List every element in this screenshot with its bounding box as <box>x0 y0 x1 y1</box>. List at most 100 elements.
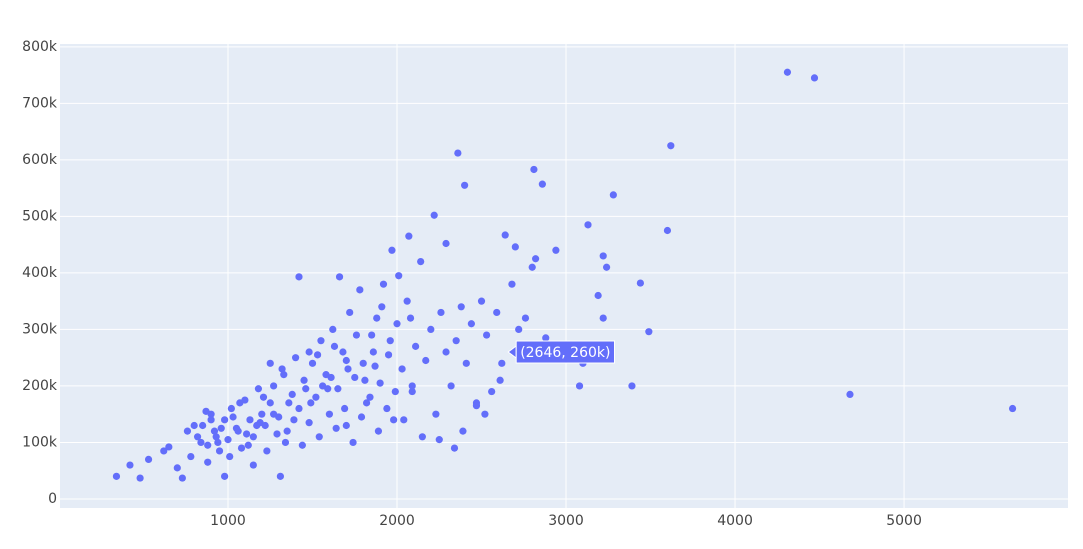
point[interactable] <box>285 399 293 407</box>
point[interactable] <box>352 331 361 339</box>
point[interactable] <box>246 416 254 424</box>
point[interactable] <box>457 303 465 311</box>
point[interactable] <box>472 402 481 410</box>
point[interactable] <box>368 331 376 339</box>
point[interactable] <box>435 436 443 444</box>
point[interactable] <box>136 474 144 482</box>
point[interactable] <box>366 393 374 401</box>
point[interactable] <box>126 461 134 469</box>
point[interactable] <box>378 303 386 311</box>
point[interactable] <box>237 444 246 452</box>
point[interactable] <box>312 393 320 401</box>
point[interactable] <box>204 441 212 449</box>
point[interactable] <box>575 382 584 390</box>
point[interactable] <box>645 328 653 336</box>
point[interactable] <box>388 246 396 254</box>
point[interactable] <box>270 410 278 418</box>
point[interactable] <box>369 348 377 356</box>
point[interactable] <box>329 325 337 334</box>
point[interactable] <box>305 419 313 427</box>
point[interactable] <box>197 438 205 447</box>
point[interactable] <box>227 404 235 413</box>
point[interactable] <box>1008 404 1017 413</box>
point[interactable] <box>288 390 296 399</box>
point[interactable] <box>361 376 369 384</box>
point[interactable] <box>532 255 540 263</box>
point[interactable] <box>335 273 344 281</box>
point[interactable] <box>599 314 607 322</box>
point[interactable] <box>542 334 550 342</box>
point[interactable] <box>334 385 342 393</box>
point[interactable] <box>359 359 367 367</box>
point[interactable] <box>482 331 491 339</box>
point[interactable] <box>308 359 317 367</box>
point[interactable] <box>242 430 251 438</box>
point[interactable] <box>602 263 611 271</box>
point[interactable] <box>212 433 220 441</box>
point[interactable] <box>221 416 229 424</box>
point[interactable] <box>477 297 486 305</box>
point[interactable] <box>178 474 186 482</box>
point[interactable] <box>344 365 352 373</box>
point[interactable] <box>280 371 288 379</box>
point[interactable] <box>384 351 393 359</box>
point[interactable] <box>327 373 335 382</box>
point[interactable] <box>217 424 225 432</box>
point[interactable] <box>210 427 219 435</box>
point[interactable] <box>183 427 192 435</box>
point[interactable] <box>346 308 354 317</box>
point[interactable] <box>187 452 195 461</box>
point[interactable] <box>403 297 411 305</box>
point[interactable] <box>406 314 415 322</box>
point[interactable] <box>256 419 264 427</box>
point[interactable] <box>229 413 237 421</box>
point[interactable] <box>254 385 263 393</box>
point[interactable] <box>305 348 313 356</box>
point[interactable] <box>515 325 523 334</box>
point[interactable] <box>427 325 435 334</box>
point[interactable] <box>667 142 675 150</box>
point[interactable] <box>266 399 274 407</box>
point[interactable] <box>496 376 504 384</box>
point[interactable] <box>244 441 252 449</box>
point[interactable] <box>236 399 244 407</box>
point[interactable] <box>452 337 460 345</box>
point[interactable] <box>400 416 408 424</box>
point[interactable] <box>193 433 202 441</box>
point[interactable] <box>144 455 153 463</box>
point[interactable] <box>295 273 303 281</box>
point[interactable] <box>298 441 306 449</box>
point[interactable] <box>398 365 406 373</box>
point[interactable] <box>422 356 430 365</box>
point[interactable] <box>258 410 266 418</box>
point[interactable] <box>199 421 207 430</box>
point[interactable] <box>636 279 644 287</box>
point[interactable] <box>450 444 459 452</box>
point[interactable] <box>273 430 281 438</box>
point[interactable] <box>325 410 334 418</box>
point[interactable] <box>552 246 560 254</box>
point[interactable] <box>538 180 546 188</box>
point[interactable] <box>454 149 462 157</box>
point[interactable] <box>390 416 398 424</box>
point[interactable] <box>783 68 792 76</box>
point[interactable] <box>281 438 290 447</box>
point[interactable] <box>266 359 274 367</box>
point[interactable] <box>224 436 232 444</box>
point[interactable] <box>160 447 168 455</box>
point[interactable] <box>584 221 592 229</box>
point[interactable] <box>373 314 381 322</box>
point[interactable] <box>300 376 308 384</box>
point[interactable] <box>214 438 222 447</box>
point[interactable] <box>405 232 413 240</box>
point[interactable] <box>437 308 445 317</box>
point[interactable] <box>317 337 325 345</box>
point[interactable] <box>371 362 379 370</box>
point[interactable] <box>418 433 426 441</box>
point[interactable] <box>810 74 819 82</box>
point[interactable] <box>276 472 284 480</box>
point[interactable] <box>283 427 291 435</box>
point[interactable] <box>412 342 420 350</box>
point[interactable] <box>357 413 366 421</box>
point[interactable] <box>391 387 399 396</box>
